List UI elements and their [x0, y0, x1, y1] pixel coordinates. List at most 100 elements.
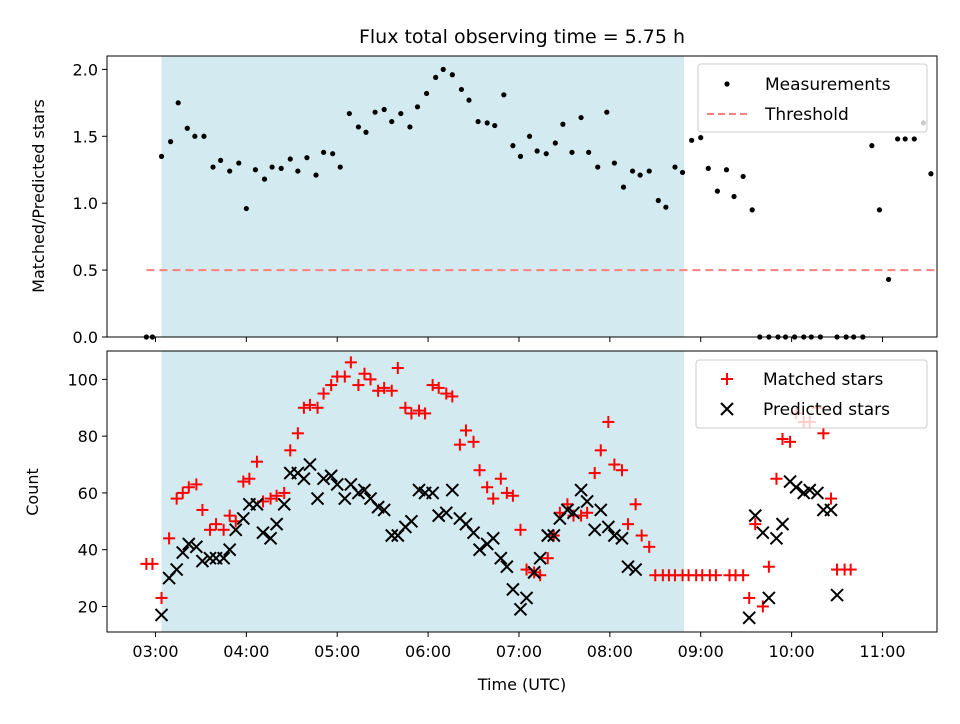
matched-star-point: [311, 401, 324, 414]
top-legend: Measurements Threshold: [697, 63, 928, 133]
matched-star-point: [264, 492, 277, 505]
bottom-ytick-label: 60: [78, 484, 98, 503]
bottom-xtick-label: 10:00: [769, 642, 815, 661]
measurement-point: [698, 135, 704, 141]
matched-star-point: [270, 489, 283, 502]
legend-measurements-marker: [724, 81, 730, 87]
predicted-star-point: [607, 528, 622, 543]
matched-star-point: [237, 475, 250, 488]
measurement-point: [492, 122, 498, 129]
matched-star-point: [643, 540, 656, 553]
predicted-star-point: [803, 483, 817, 497]
legend-threshold-label: Threshold: [764, 105, 849, 125]
measurement-point: [534, 148, 540, 154]
predicted-star-point: [277, 497, 291, 511]
predicted-star-point: [621, 560, 635, 574]
matched-star-point: [561, 498, 574, 511]
measurement-point: [433, 74, 439, 81]
matched-star-point: [217, 523, 230, 536]
measurement-point: [372, 109, 378, 115]
measurement-point: [330, 151, 336, 157]
predicted-star-point: [431, 508, 446, 523]
matched-star-point: [784, 435, 797, 448]
matched-star-point: [629, 498, 642, 511]
predicted-star-point: [425, 486, 440, 500]
predicted-star-point: [830, 588, 844, 602]
top-ytick-label: 0.0: [73, 328, 98, 347]
top-legend-box: [697, 63, 928, 133]
measurement-point: [227, 168, 233, 174]
measurement-point: [869, 143, 875, 149]
measurement-point: [902, 136, 908, 142]
matched-star-point: [844, 563, 857, 576]
measurement-point: [192, 133, 198, 139]
measurement-point: [928, 171, 934, 177]
measurement-point: [236, 160, 242, 166]
predicted-star-point: [775, 517, 790, 531]
bottom-xtick-label: 05:00: [314, 642, 360, 661]
predicted-star-point: [574, 483, 588, 497]
measurement-point: [320, 149, 327, 155]
measurement-point: [346, 110, 352, 117]
matched-star-point: [615, 464, 628, 477]
measurement-point: [313, 172, 319, 178]
matched-star-point: [817, 427, 830, 440]
matched-star-point: [594, 444, 607, 457]
measurement-point: [543, 151, 549, 157]
predicted-star-point: [513, 602, 528, 617]
matched-star-point: [581, 506, 594, 519]
matched-star-point: [190, 478, 203, 491]
matched-star-point: [749, 518, 762, 531]
measurement-point: [295, 168, 301, 174]
matched-star-point: [338, 370, 351, 383]
predicted-star-point: [310, 491, 325, 506]
predicted-star-point: [269, 517, 284, 531]
measurement-point: [723, 167, 730, 173]
measurement-point: [201, 133, 207, 139]
matched-star-point: [622, 518, 635, 531]
top-ytick-label: 0.5: [73, 261, 98, 280]
measurement-point: [269, 164, 275, 170]
predicted-star-point: [222, 542, 237, 557]
predicted-star-point: [263, 531, 278, 546]
top-ytick-label: 1.0: [73, 194, 98, 213]
bottom-ytick-label: 20: [78, 597, 98, 616]
bottom-ytick-label: 40: [78, 541, 98, 560]
matched-star-point: [413, 404, 426, 417]
matched-star-point: [170, 492, 183, 505]
measurement-point: [287, 156, 293, 162]
matched-star-point: [824, 492, 837, 505]
matched-star-point: [278, 486, 291, 499]
measurement-point: [158, 153, 165, 159]
measurement-point: [655, 197, 661, 204]
measurement-point: [526, 133, 533, 139]
measurement-point: [672, 164, 678, 170]
top-y-axis-label: Matched/Predicted stars: [29, 99, 48, 293]
matched-star-point: [756, 600, 769, 613]
matched-star-point: [155, 591, 168, 604]
bottom-ytick-label: 80: [78, 427, 98, 446]
measurement-point: [414, 104, 421, 110]
measurement-point: [252, 167, 259, 173]
predicted-star-point: [472, 542, 487, 557]
measurement-point: [458, 86, 465, 93]
matched-star-point: [303, 398, 316, 411]
measurement-point: [363, 129, 369, 135]
matched-star-point: [635, 529, 648, 542]
measurement-point: [449, 72, 455, 78]
predicted-star-point: [547, 528, 561, 543]
predicted-star-point: [756, 525, 770, 540]
matched-star-point: [514, 523, 527, 536]
predicted-star-point: [769, 531, 784, 546]
matched-star-point: [487, 492, 500, 505]
measurement-point: [517, 153, 524, 159]
predicted-star-point: [203, 551, 217, 565]
bottom-xtick-label: 03:00: [132, 642, 178, 661]
chart-title: Flux total observing time = 5.75 h: [359, 26, 685, 48]
bottom-legend-box: [695, 359, 928, 429]
predicted-star-point: [404, 514, 419, 529]
legend-matched-marker: [721, 373, 733, 385]
measurement-point: [389, 118, 395, 125]
predicted-star-point: [154, 608, 169, 622]
measurement-point: [689, 137, 695, 143]
